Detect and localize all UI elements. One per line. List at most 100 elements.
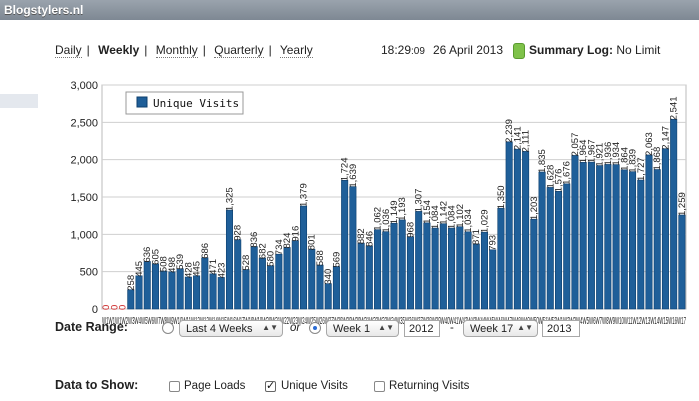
bar-data-label: 569 xyxy=(331,252,342,268)
clock-time: 18:29 xyxy=(381,43,412,57)
bar-data-label: 1,203 xyxy=(529,196,540,220)
bar xyxy=(308,248,316,310)
bar-data-label: 1,029 xyxy=(479,209,490,233)
bar xyxy=(620,169,628,310)
bar-data-label: 1,868 xyxy=(652,147,663,171)
tab-yearly[interactable]: Yearly xyxy=(279,43,313,58)
tab-monthly[interactable]: Monthly xyxy=(155,43,198,58)
bar-data-label: 1,350 xyxy=(496,185,507,209)
bar-data-label: 471 xyxy=(208,259,219,275)
bar-data-label: 1,727 xyxy=(636,157,647,181)
bar-data-label: 258 xyxy=(126,275,137,291)
from-week-value: Week 1 xyxy=(333,323,371,335)
date-range-label: Date Range: xyxy=(55,320,128,334)
bar-data-label: 1,259 xyxy=(677,192,688,216)
summary-log: Summary Log: No Limit xyxy=(529,43,660,57)
bar xyxy=(431,227,439,310)
to-year-field[interactable]: 2013 xyxy=(542,320,580,337)
from-week-select[interactable]: Week 1 ▲▼ xyxy=(326,320,399,337)
bar xyxy=(267,265,275,310)
bar xyxy=(349,186,357,310)
tab-daily[interactable]: Daily xyxy=(55,43,82,58)
bar xyxy=(151,263,159,310)
data-to-show-label: Data to Show: xyxy=(55,378,139,392)
y-tick-label: 500 xyxy=(80,267,98,279)
y-tick-label: 3,000 xyxy=(70,80,98,92)
bar-data-label: 2,147 xyxy=(660,126,671,150)
page-loads-checkbox[interactable] xyxy=(169,381,180,392)
returning-visits-checkbox[interactable] xyxy=(374,381,385,392)
bar xyxy=(374,229,382,310)
bar-data-label: 445 xyxy=(134,261,145,277)
bar-data-label: 2,111 xyxy=(521,130,532,152)
bar xyxy=(250,246,258,310)
bar xyxy=(439,223,447,310)
tab-quarterly[interactable]: Quarterly xyxy=(214,43,264,58)
tab-weekly[interactable]: Weekly xyxy=(98,43,140,57)
bar-data-label: 1,142 xyxy=(438,201,449,225)
bar-data-label: 1,379 xyxy=(299,183,310,207)
bar-data-label: 0 xyxy=(118,305,129,310)
bar-data-label: 1,724 xyxy=(340,157,351,181)
bar xyxy=(554,191,563,310)
bar-data-label: 1,639 xyxy=(348,164,359,188)
side-strip xyxy=(0,94,38,108)
bar xyxy=(406,236,414,310)
bar-data-label: 1,102 xyxy=(455,204,466,228)
bar-data-label: 928 xyxy=(233,225,244,241)
bar-data-label: 528 xyxy=(241,255,252,271)
bar-data-label: 1,149 xyxy=(389,200,400,224)
bar-data-label: 1,835 xyxy=(537,149,548,173)
bar-data-label: 0 xyxy=(109,305,120,310)
bar xyxy=(332,266,340,310)
to-week-select[interactable]: Week 17 ▲▼ xyxy=(463,320,538,337)
bar-data-label: 2,141 xyxy=(512,126,523,150)
bar-data-label: 1,307 xyxy=(414,189,425,213)
bar xyxy=(184,276,192,310)
bar-data-label: 2,063 xyxy=(644,132,655,156)
bar-data-label: 1,839 xyxy=(628,149,639,173)
bar-data-label: 340 xyxy=(323,269,334,285)
y-tick-label: 2,000 xyxy=(70,155,98,167)
bar xyxy=(480,231,488,310)
bar xyxy=(489,249,497,310)
bar-data-label: 2,541 xyxy=(669,96,680,120)
preset-range-radio[interactable] xyxy=(162,322,174,334)
bar-data-label: 580 xyxy=(266,251,277,267)
page-loads-label: Page Loads xyxy=(184,380,246,392)
bar xyxy=(398,219,406,310)
bar-data-label: 1,921 xyxy=(595,143,606,167)
bar xyxy=(168,271,176,310)
select-arrows-icon: ▲▼ xyxy=(262,323,278,332)
y-tick-label: 1,500 xyxy=(70,192,98,204)
bar xyxy=(653,169,661,310)
bar xyxy=(472,243,480,310)
y-tick-label: 0 xyxy=(92,304,98,316)
or-label: or xyxy=(290,322,301,334)
summary-label: Summary Log: xyxy=(529,43,614,57)
bar-data-label: 1,934 xyxy=(611,142,622,166)
legend-box xyxy=(125,91,244,115)
bar xyxy=(629,171,637,310)
bar xyxy=(538,171,546,310)
bar-data-label: 968 xyxy=(405,222,416,238)
bar-data-label: 539 xyxy=(175,254,186,270)
bar xyxy=(209,273,217,310)
custom-range-radio[interactable] xyxy=(309,322,321,334)
period-tabs: Daily | Weekly | Monthly | Quarterly | Yearl… xyxy=(55,43,313,58)
bar xyxy=(160,270,168,310)
bar xyxy=(579,162,587,310)
unique-visits-checkbox[interactable] xyxy=(265,379,276,392)
preset-range-select[interactable]: Last 4 Weeks ▲▼ xyxy=(179,320,283,337)
bar-data-label: 508 xyxy=(159,256,170,272)
bar xyxy=(530,218,538,310)
bar-data-label: 793 xyxy=(488,235,499,251)
window-titlebar: Blogstylers.nl xyxy=(0,0,699,20)
from-year-field[interactable]: 2012 xyxy=(404,320,440,337)
bar-data-label: 882 xyxy=(356,228,367,244)
bar-data-label: 801 xyxy=(307,234,318,250)
bar xyxy=(258,257,266,310)
bar xyxy=(464,231,472,310)
bar xyxy=(300,205,308,310)
bar-data-label: 1,936 xyxy=(603,142,614,166)
